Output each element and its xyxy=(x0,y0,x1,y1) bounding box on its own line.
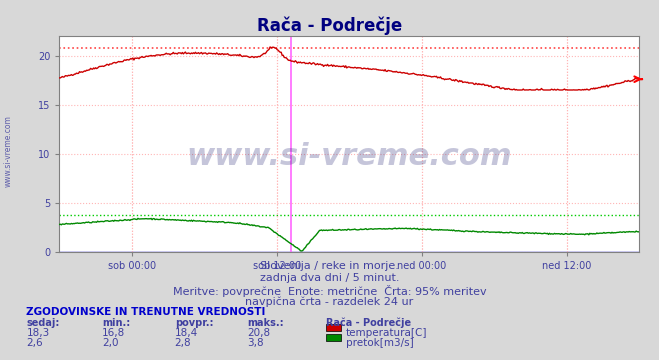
Text: zadnja dva dni / 5 minut.: zadnja dva dni / 5 minut. xyxy=(260,273,399,283)
Text: 2,6: 2,6 xyxy=(26,338,43,348)
Text: 18,4: 18,4 xyxy=(175,328,198,338)
Text: www.si-vreme.com: www.si-vreme.com xyxy=(186,143,512,171)
Text: sedaj:: sedaj: xyxy=(26,318,60,328)
Text: min.:: min.: xyxy=(102,318,130,328)
Text: povpr.:: povpr.: xyxy=(175,318,213,328)
Text: Rača - Podrečje: Rača - Podrečje xyxy=(257,16,402,35)
Text: navpična črta - razdelek 24 ur: navpična črta - razdelek 24 ur xyxy=(245,297,414,307)
Text: Rača - Podrečje: Rača - Podrečje xyxy=(326,318,411,328)
Text: 20,8: 20,8 xyxy=(247,328,270,338)
Text: Slovenija / reke in morje.: Slovenija / reke in morje. xyxy=(260,261,399,271)
Text: 2,0: 2,0 xyxy=(102,338,119,348)
Text: 3,8: 3,8 xyxy=(247,338,264,348)
Text: www.si-vreme.com: www.si-vreme.com xyxy=(3,115,13,187)
Text: ZGODOVINSKE IN TRENUTNE VREDNOSTI: ZGODOVINSKE IN TRENUTNE VREDNOSTI xyxy=(26,307,266,318)
Text: temperatura[C]: temperatura[C] xyxy=(346,328,428,338)
Text: maks.:: maks.: xyxy=(247,318,284,328)
Text: 18,3: 18,3 xyxy=(26,328,49,338)
Text: 16,8: 16,8 xyxy=(102,328,125,338)
Text: Meritve: povprečne  Enote: metrične  Črta: 95% meritev: Meritve: povprečne Enote: metrične Črta:… xyxy=(173,285,486,297)
Text: 2,8: 2,8 xyxy=(175,338,191,348)
Text: pretok[m3/s]: pretok[m3/s] xyxy=(346,338,414,348)
